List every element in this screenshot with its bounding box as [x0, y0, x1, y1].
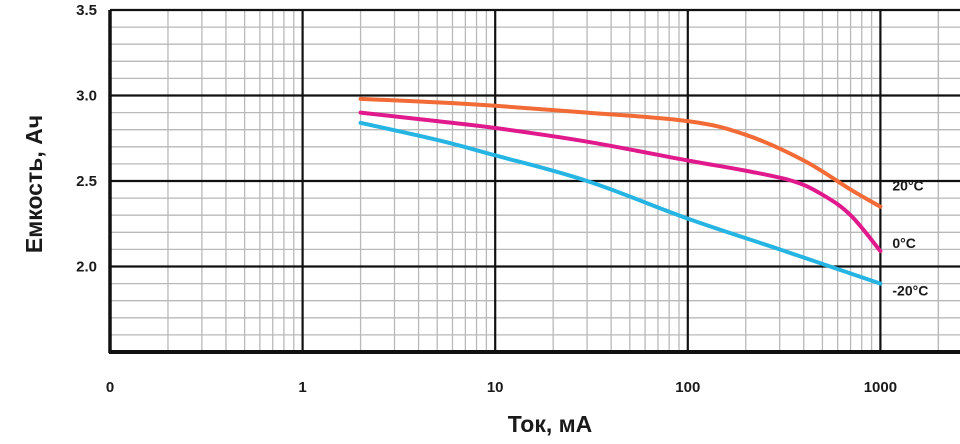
x-axis-label: Ток, мА: [508, 411, 593, 437]
series-labels: 20°C 0°C -20°C: [892, 178, 928, 299]
x-tick-labels: 0 1 10 100 1000: [106, 379, 897, 396]
y-tick-label: 2.5: [76, 173, 97, 190]
series-line-2: [358, 120, 883, 286]
series-lines: [358, 96, 883, 286]
series-line-1: [358, 110, 883, 254]
y-tick-label: 2.0: [76, 259, 97, 276]
x-tick-label: 1000: [864, 379, 897, 396]
x-tick-label: 1: [298, 379, 306, 396]
series-line-0: [358, 96, 883, 209]
y-tick-label: 3.0: [76, 88, 97, 105]
x-tick-label: 0: [106, 379, 114, 396]
y-axis-label: Емкость, Ач: [21, 115, 47, 253]
series-label-1: 0°C: [892, 235, 916, 251]
x-tick-label: 10: [487, 379, 504, 396]
series-label-0: 20°C: [892, 178, 923, 194]
series-label-2: -20°C: [892, 283, 928, 299]
plot-frame: [108, 10, 960, 354]
x-tick-label: 100: [675, 379, 700, 396]
y-tick-label: 3.5: [76, 2, 97, 19]
y-tick-labels: 3.5 3.0 2.5 2.0: [76, 2, 97, 276]
